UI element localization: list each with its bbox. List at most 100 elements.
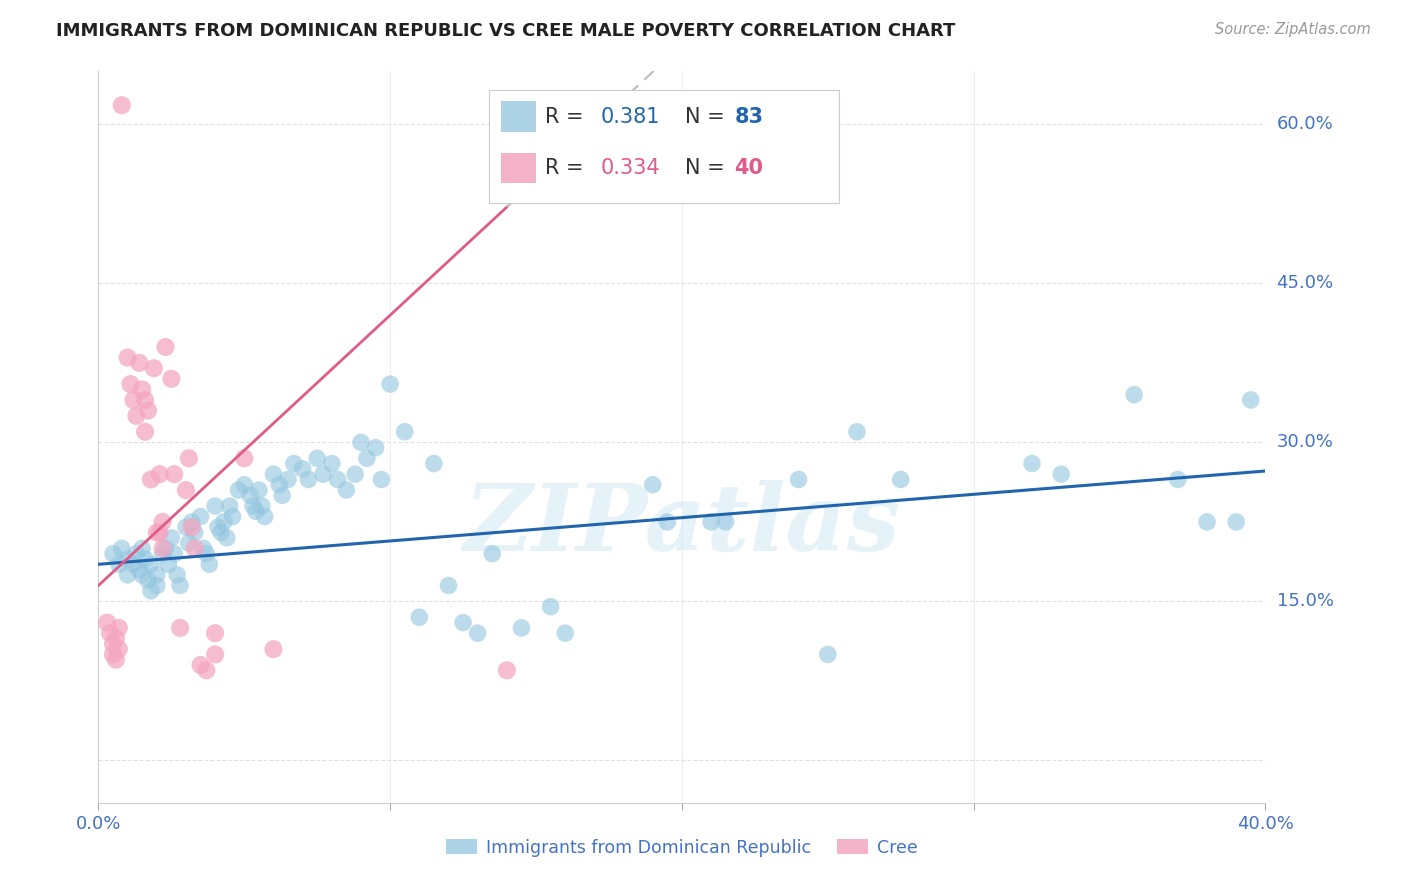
Text: 83: 83 xyxy=(734,107,763,127)
Point xyxy=(641,477,664,491)
Point xyxy=(180,520,202,534)
Point xyxy=(408,610,430,624)
Text: R =: R = xyxy=(546,107,591,127)
Point xyxy=(101,648,124,662)
FancyBboxPatch shape xyxy=(501,153,536,183)
Point xyxy=(155,340,177,354)
Point xyxy=(155,541,177,556)
Point xyxy=(787,473,810,487)
Point xyxy=(131,541,153,556)
Point xyxy=(212,515,235,529)
Point xyxy=(540,599,562,614)
Point xyxy=(174,483,197,497)
Point xyxy=(204,626,226,640)
Point xyxy=(117,567,139,582)
Point xyxy=(101,637,124,651)
Point xyxy=(96,615,118,630)
Point xyxy=(157,558,180,572)
Point xyxy=(146,567,169,582)
Point xyxy=(321,457,343,471)
Point xyxy=(467,626,489,640)
Point xyxy=(657,515,679,529)
FancyBboxPatch shape xyxy=(489,90,839,203)
Point xyxy=(152,547,174,561)
Point xyxy=(215,531,238,545)
Point xyxy=(111,98,134,112)
Point xyxy=(204,648,226,662)
Point xyxy=(128,356,150,370)
Point xyxy=(370,473,392,487)
Point xyxy=(125,547,148,561)
Point xyxy=(149,525,172,540)
Point xyxy=(209,525,232,540)
Point xyxy=(350,435,373,450)
Point xyxy=(117,351,139,365)
Point xyxy=(146,525,169,540)
Point xyxy=(271,488,294,502)
Text: ZIPatlas: ZIPatlas xyxy=(464,480,900,570)
Point xyxy=(120,377,142,392)
Point xyxy=(326,473,349,487)
Point xyxy=(152,541,174,556)
Point xyxy=(380,377,402,392)
Point xyxy=(108,558,131,572)
Text: R =: R = xyxy=(546,158,591,178)
Point xyxy=(160,531,183,545)
Point xyxy=(1225,515,1247,529)
Point xyxy=(193,541,215,556)
Point xyxy=(101,547,124,561)
Point xyxy=(142,361,165,376)
Legend: Immigrants from Dominican Republic, Cree: Immigrants from Dominican Republic, Cree xyxy=(439,831,925,863)
Point xyxy=(437,578,460,592)
Point xyxy=(122,392,145,407)
Point xyxy=(136,403,159,417)
Point xyxy=(247,483,270,497)
Point xyxy=(1167,473,1189,487)
Point xyxy=(269,477,291,491)
Point xyxy=(183,525,205,540)
Point xyxy=(291,462,314,476)
Point xyxy=(128,563,150,577)
Point xyxy=(125,409,148,423)
Point xyxy=(221,509,243,524)
Point xyxy=(423,457,446,471)
Point xyxy=(195,547,218,561)
Point xyxy=(1050,467,1073,482)
Point xyxy=(253,509,276,524)
Point xyxy=(239,488,262,502)
Point xyxy=(228,483,250,497)
Text: N =: N = xyxy=(685,158,731,178)
Point xyxy=(335,483,357,497)
Point xyxy=(146,578,169,592)
Point xyxy=(166,567,188,582)
Point xyxy=(364,441,387,455)
Point xyxy=(242,499,264,513)
Point xyxy=(394,425,416,439)
Point xyxy=(817,648,839,662)
Point xyxy=(111,541,134,556)
Point xyxy=(510,621,533,635)
Point xyxy=(139,473,162,487)
Point xyxy=(250,499,273,513)
Point xyxy=(104,653,127,667)
Point xyxy=(233,477,256,491)
Point xyxy=(554,626,576,640)
Point xyxy=(283,457,305,471)
Point xyxy=(262,467,284,482)
Point xyxy=(117,552,139,566)
Text: 30.0%: 30.0% xyxy=(1277,434,1333,451)
Point xyxy=(496,663,519,677)
Point xyxy=(180,515,202,529)
Text: IMMIGRANTS FROM DOMINICAN REPUBLIC VS CREE MALE POVERTY CORRELATION CHART: IMMIGRANTS FROM DOMINICAN REPUBLIC VS CR… xyxy=(56,22,956,40)
Text: 40: 40 xyxy=(734,158,763,178)
Point xyxy=(160,372,183,386)
Point xyxy=(131,567,153,582)
Point xyxy=(134,425,156,439)
Point xyxy=(122,558,145,572)
Point xyxy=(195,663,218,677)
Point xyxy=(700,515,723,529)
Point xyxy=(136,573,159,587)
Point xyxy=(297,473,319,487)
Point xyxy=(204,499,226,513)
Point xyxy=(149,467,172,482)
